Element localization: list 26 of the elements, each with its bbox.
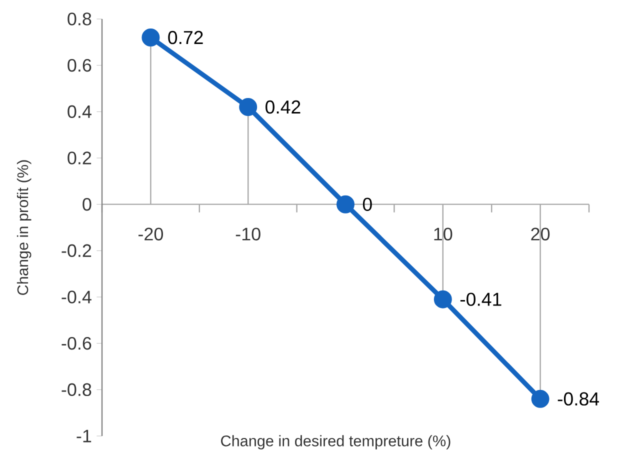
- x-tick-label: 20: [531, 228, 550, 240]
- y-tick-label: 0.2: [68, 152, 92, 164]
- point: [336, 195, 355, 214]
- x-tick-label: -20: [138, 228, 164, 240]
- x-axis-title: Change in desired tempreture (%): [221, 435, 450, 450]
- point: [142, 28, 160, 47]
- point: [434, 290, 452, 308]
- point: [239, 98, 258, 116]
- y-tick-label: -0.6: [62, 336, 92, 350]
- data-label: 0.72: [168, 30, 203, 44]
- y-tick-label: -0.4: [62, 290, 92, 304]
- y-tick-label: -0.2: [62, 244, 92, 258]
- point: [531, 390, 550, 408]
- y-tick-label: 0.6: [68, 58, 92, 72]
- y-tick-label: 0.8: [68, 12, 92, 26]
- x-tick-label: 10: [434, 228, 452, 240]
- data-label: -0.84: [558, 392, 600, 406]
- y-tick-label: 0: [82, 198, 92, 211]
- y-tick-label: 0.4: [68, 105, 92, 118]
- data-label: -0.41: [460, 292, 502, 306]
- y-tick-label: -0.8: [62, 383, 92, 396]
- y-axis-title: Change in profit (%): [16, 160, 32, 295]
- data-label: 0.42: [266, 100, 300, 114]
- y-tick-label: -1: [76, 430, 92, 442]
- data-label: 0: [362, 198, 372, 211]
- x-tick-label: -10: [236, 228, 260, 240]
